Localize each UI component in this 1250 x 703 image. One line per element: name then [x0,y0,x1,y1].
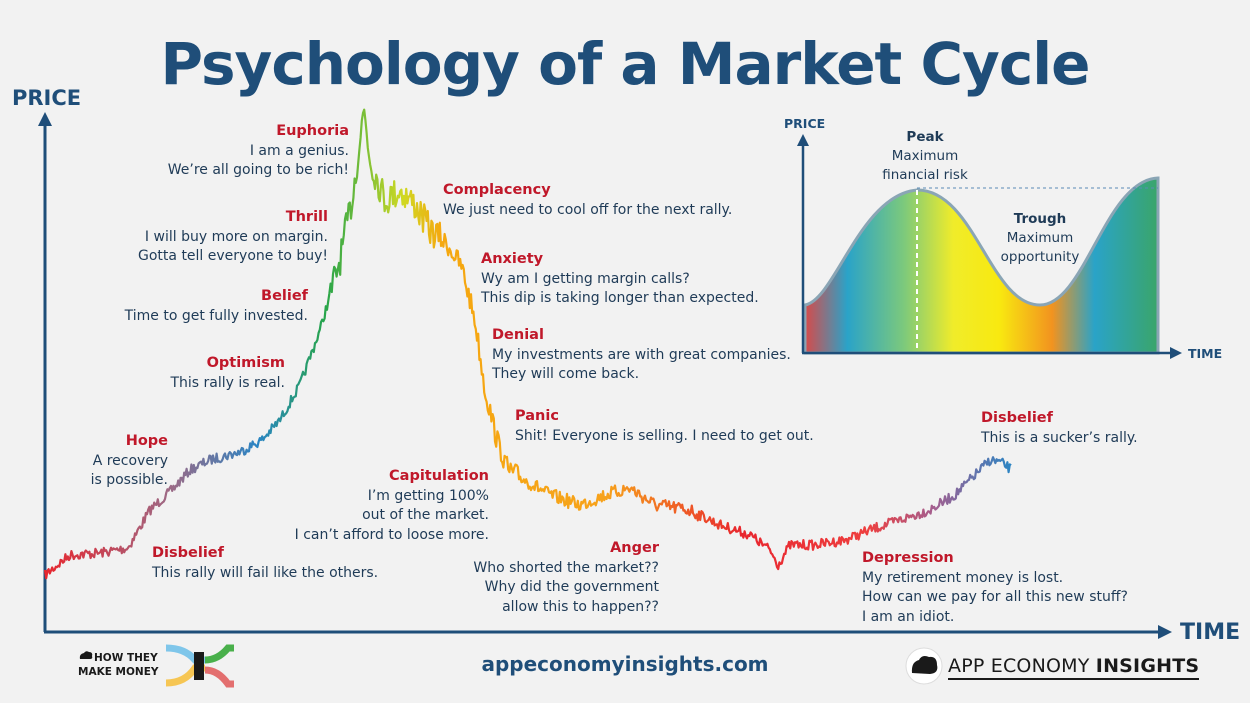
stage-denial: Denial My investments are with great com… [492,327,791,382]
stage-euphoria: Euphoria I am a genius. We’re all going … [167,123,349,178]
stage-anxiety: Anxiety Wy am I getting margin calls? Th… [481,251,759,306]
cycle-price-line [43,108,1012,580]
main-axes [38,112,1172,639]
stage-belief: Belief Time to get fully invested. [124,288,308,324]
website-link[interactable]: appeconomyinsights.com [481,652,769,676]
cycle-line-path [43,108,1012,580]
page-title: Psychology of a Market Cycle [160,30,1091,98]
x-axis-label: TIME [1180,620,1241,645]
cloud-icon [79,651,93,659]
app-economy-insights-logo [905,647,943,685]
stage-hope: Hope A recovery is possible. [90,433,168,488]
stage-anger: Anger Who shorted the market?? Why did t… [473,540,659,615]
stage-optimism: Optimism This rally is real. [170,355,285,391]
stage-disbelief-1: Disbelief This rally will fail like the … [152,545,379,581]
stage-complacency: Complacency We just need to cool off for… [443,182,733,218]
stage-panic: Panic Shit! Everyone is selling. I need … [515,408,814,444]
y-axis-arrow [38,112,52,126]
how-they-make-money-brand: HOW THEY MAKE MONEY [78,652,159,678]
stage-depression: Depression My retirement money is lost. … [862,550,1128,625]
inset-cycle-area [803,176,1160,355]
app-economy-insights-brand: APP ECONOMY INSIGHTS [948,655,1200,680]
inset-trough-label: Trough Maximum opportunity [1000,211,1080,265]
stage-capitulation: Capitulation I’m getting 100% out of the… [294,468,489,543]
inset-x-axis-arrow [1170,347,1182,359]
stage-disbelief-2: Disbelief This is a sucker’s rally. [981,410,1138,446]
how-they-make-money-logo [165,644,234,688]
inset-peak-label: Peak Maximum financial risk [882,129,968,183]
x-axis-arrow [1158,625,1172,639]
inset-y-axis-label: PRICE [784,116,826,131]
inset-y-axis-arrow [797,134,809,146]
y-axis-label: PRICE [12,86,82,110]
inset-chart [797,134,1182,359]
stage-thrill: Thrill I will buy more on margin. Gotta … [138,209,328,264]
inset-x-axis-label: TIME [1188,346,1223,361]
